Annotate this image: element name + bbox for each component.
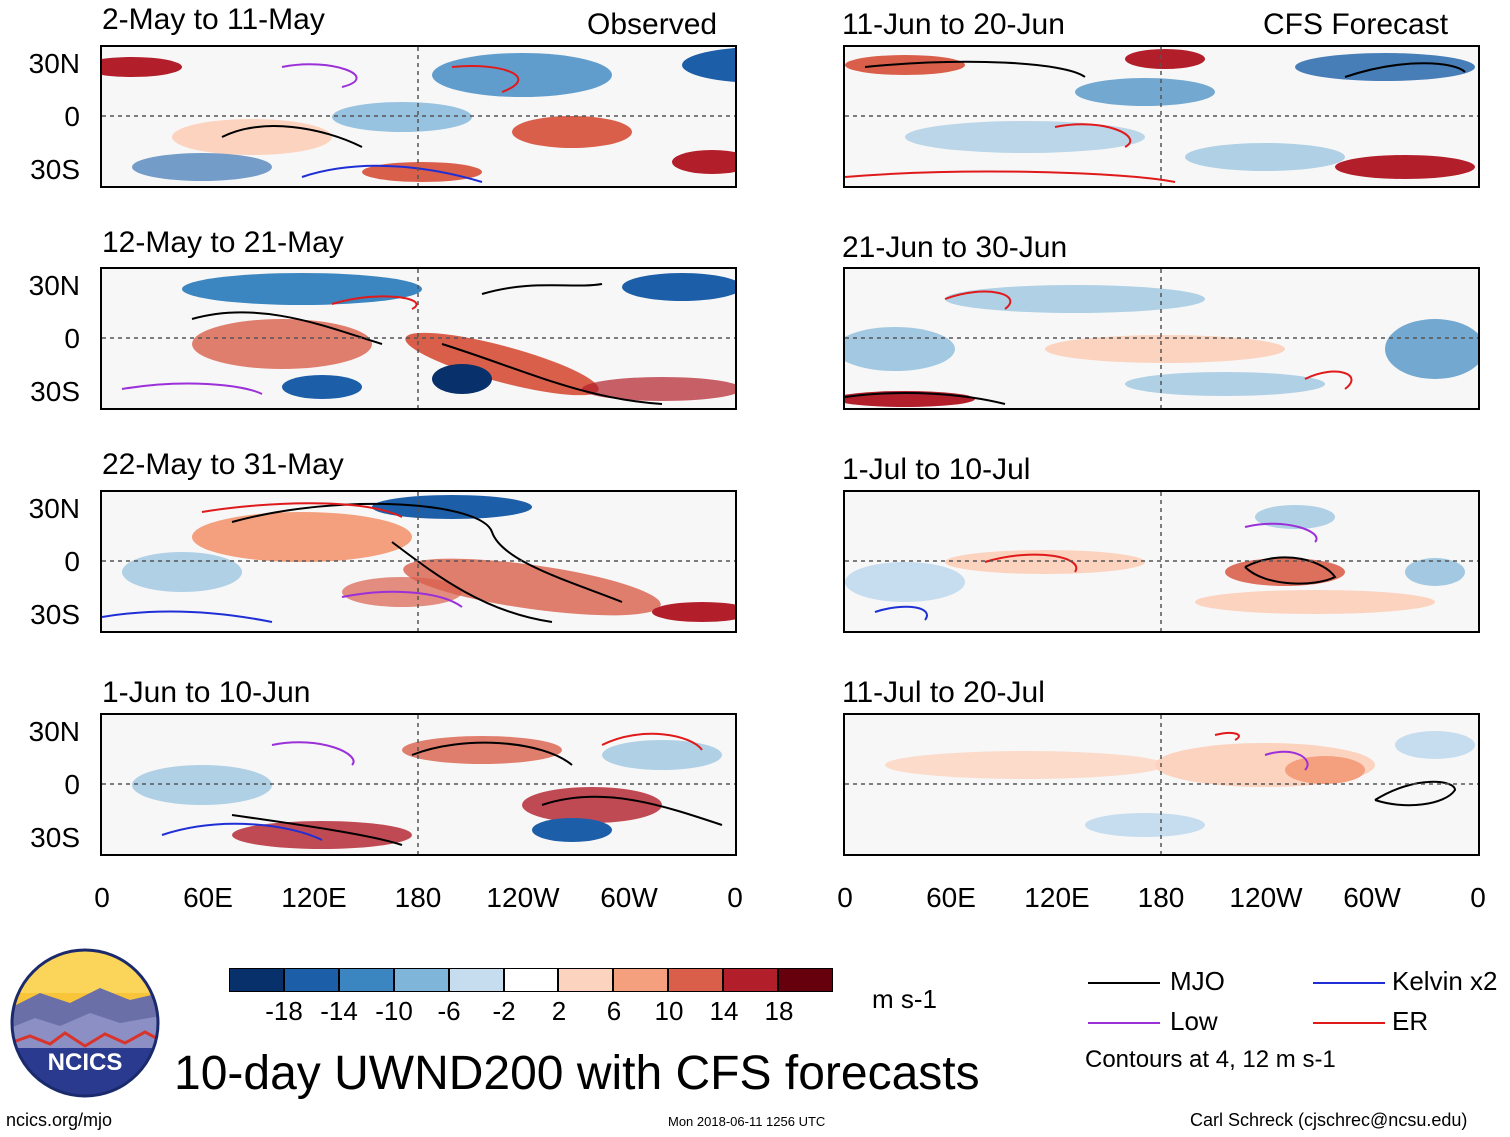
colorbar-label: 2 — [551, 996, 567, 1026]
colorbar-label: -2 — [492, 996, 516, 1026]
colorbar-label: 18 — [764, 996, 794, 1026]
map-panel-fc-2 — [843, 267, 1480, 410]
colorbar-bin — [393, 968, 449, 992]
y-label-eq: 0 — [64, 323, 80, 354]
legend-swatch-kelvin — [1313, 982, 1385, 984]
anomaly-field — [845, 269, 1478, 408]
colorbar-bin — [283, 968, 339, 992]
colorbar-label: 6 — [606, 996, 622, 1026]
legend-swatch-low — [1088, 1022, 1160, 1024]
anomaly-field — [102, 269, 735, 408]
y-label-30n: 30N — [28, 716, 80, 747]
legend-swatch-er — [1313, 1022, 1385, 1024]
x-label: 120E — [281, 882, 347, 913]
ncics-logo: NCICS — [10, 948, 160, 1098]
colorbar-bin — [229, 968, 284, 992]
y-label-eq: 0 — [64, 769, 80, 800]
y-label-30s: 30S — [30, 376, 80, 407]
y-label-30n: 30N — [28, 493, 80, 524]
footer-url[interactable]: ncics.org/mjo — [6, 1110, 113, 1130]
colorbar-label: -10 — [375, 996, 413, 1026]
colorbar-bin — [613, 968, 669, 992]
map-panel-fc-1 — [843, 45, 1480, 188]
y-label-eq: 0 — [64, 546, 80, 577]
colorbar-label: -6 — [437, 996, 461, 1026]
legend-label-kelvin: Kelvin x2 — [1392, 966, 1498, 996]
colorbar-bin — [503, 968, 559, 992]
panel-title-fc-3: 1-Jul to 10-Jul — [842, 453, 1031, 486]
y-label-eq: 0 — [64, 101, 80, 132]
x-label: 60W — [1343, 882, 1401, 913]
anomaly-field — [102, 47, 735, 186]
colorbar — [229, 968, 833, 994]
legend-label-mjo: MJO — [1170, 966, 1225, 996]
x-label: 60W — [600, 882, 658, 913]
footer-author: Carl Schreck (cjschrec@ncsu.edu) — [1190, 1110, 1468, 1130]
legend-label-low: Low — [1170, 1006, 1218, 1036]
panel-title-obs-2: 12-May to 21-May — [102, 226, 344, 259]
y-label-30s: 30S — [30, 599, 80, 630]
colorbar-bin — [723, 968, 779, 992]
x-label: 0 — [837, 882, 853, 913]
colorbar-label: -18 — [265, 996, 303, 1026]
colorbar-label: -14 — [320, 996, 358, 1026]
colorbar-bin — [558, 968, 614, 992]
colorbar-unit: m s-1 — [872, 984, 937, 1014]
panel-title-fc-4: 11-Jul to 20-Jul — [842, 676, 1045, 709]
anomaly-field — [845, 47, 1478, 186]
y-label-30n: 30N — [28, 270, 80, 301]
panel-title-fc-1: 11-Jun to 20-Jun — [842, 8, 1065, 41]
x-label: 0 — [727, 882, 743, 913]
panel-title-fc-2: 21-Jun to 30-Jun — [842, 231, 1068, 264]
anomaly-field — [845, 492, 1478, 631]
anomaly-field — [102, 715, 735, 854]
contour-note: Contours at 4, 12 m s-1 — [1085, 1046, 1336, 1073]
y-label-30s: 30S — [30, 822, 80, 853]
x-label: 0 — [1470, 882, 1486, 913]
x-label: 120E — [1024, 882, 1090, 913]
map-panel-obs-4 — [100, 713, 737, 856]
panel-title-obs-1: 2-May to 11-May — [102, 3, 325, 36]
colorbar-bin — [778, 968, 833, 992]
y-label-30s: 30S — [30, 154, 80, 185]
y-label-30n: 30N — [28, 48, 80, 79]
legend-swatch-mjo — [1088, 982, 1160, 984]
observed-header: Observed — [587, 8, 718, 41]
footer-timestamp: Mon 2018-06-11 1256 UTC — [668, 1114, 826, 1129]
colorbar-bin — [448, 968, 504, 992]
map-panel-fc-4 — [843, 713, 1480, 856]
colorbar-bin — [338, 968, 394, 992]
map-panel-obs-3 — [100, 490, 737, 633]
x-label: 60E — [183, 882, 233, 913]
x-label: 0 — [94, 882, 110, 913]
forecast-header: CFS Forecast — [1263, 8, 1449, 41]
map-panel-obs-1 — [100, 45, 737, 188]
legend-label-er: ER — [1392, 1006, 1429, 1036]
panel-title-obs-4: 1-Jun to 10-Jun — [102, 676, 311, 709]
x-label: 120W — [486, 882, 560, 913]
figure-title: 10-day UWND200 with CFS forecasts — [174, 1047, 980, 1100]
x-label: 120W — [1229, 882, 1303, 913]
colorbar-label: 10 — [654, 996, 684, 1026]
x-label: 180 — [394, 882, 442, 913]
panel-title-obs-3: 22-May to 31-May — [102, 448, 344, 481]
map-panel-obs-2 — [100, 267, 737, 410]
x-label: 180 — [1137, 882, 1185, 913]
x-label: 60E — [926, 882, 976, 913]
colorbar-label: 14 — [709, 996, 739, 1026]
anomaly-field — [102, 492, 735, 631]
logo-text: NCICS — [48, 1049, 123, 1076]
colorbar-bin — [668, 968, 724, 992]
anomaly-field — [845, 715, 1478, 854]
map-panel-fc-3 — [843, 490, 1480, 633]
